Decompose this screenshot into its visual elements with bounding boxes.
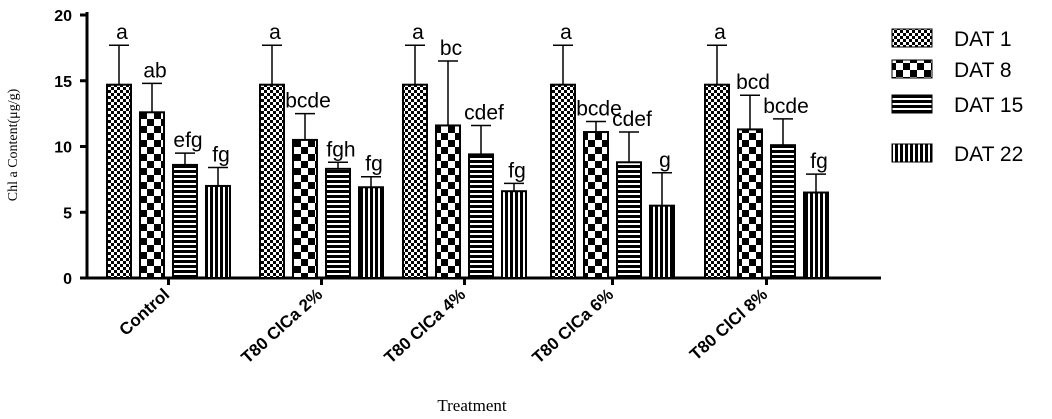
significance-label: bcd [736, 71, 770, 94]
bar-dat-1 [259, 83, 285, 279]
bar-dat-8 [737, 128, 763, 279]
legend-label: DAT 8 [954, 59, 1012, 82]
x-tick-label: Control [116, 285, 174, 340]
legend-swatch [891, 143, 933, 163]
bar-dat-15 [770, 144, 796, 279]
significance-label: ab [143, 59, 166, 82]
significance-label: bc [440, 37, 462, 60]
bar-dat-8 [292, 138, 318, 279]
bar-dat-8 [435, 124, 461, 279]
y-axis-label: Chl a Content(μg/g) [6, 88, 21, 201]
significance-label: a [412, 21, 424, 44]
significance-label: fg [212, 144, 230, 167]
legend-swatch [891, 94, 933, 114]
x-axis-label: Treatment [437, 396, 507, 415]
legend: DAT 1 DAT 8 DAT 15 DAT 22 [891, 28, 1023, 166]
bar-dat-15 [325, 167, 351, 279]
bar-dat-15 [468, 153, 494, 279]
bar-dat-22 [649, 204, 675, 279]
y-axis-ticks: 0 5 10 15 20 [54, 8, 87, 288]
significance-label: a [269, 21, 281, 44]
significance-label: efg [173, 129, 202, 152]
x-tick-label: T80 ClCa 4% [381, 285, 470, 367]
bar-dat-15 [172, 163, 198, 279]
significance-label: bcde [763, 95, 809, 118]
significance-label: a [714, 21, 726, 44]
significance-label: cdef [464, 101, 504, 124]
significance-label: a [116, 21, 128, 44]
x-axis-ticks: Control T80 ClCa 2% T80 ClCa 4% T80 ClCa 6%… [116, 278, 771, 367]
significance-label: fg [365, 153, 383, 176]
legend-label: DAT 22 [954, 143, 1023, 166]
significance-label: bcde [285, 90, 331, 113]
bar-dat-8 [139, 111, 165, 279]
significance-label: bcde [576, 98, 622, 121]
significance-label: fgh [326, 138, 355, 161]
bar-dat-1 [106, 83, 132, 279]
legend-swatch [891, 28, 933, 48]
y-tick-label: 10 [54, 140, 72, 157]
y-tick-label: 5 [63, 205, 72, 222]
bar-dat-22 [803, 191, 829, 279]
significance-label: cdef [612, 108, 652, 131]
x-tick-label: T80 ClCl 8% [686, 285, 771, 364]
bar-dat-15 [616, 161, 642, 279]
significance-label: fg [508, 159, 526, 182]
significance-label: g [659, 149, 671, 172]
legend-swatch [891, 59, 933, 79]
legend-label: DAT 15 [954, 94, 1023, 117]
y-tick-label: 20 [54, 8, 72, 25]
x-tick-label: T80 ClCa 2% [238, 285, 327, 367]
legend-label: DAT 1 [954, 28, 1012, 51]
bar-dat-22 [358, 186, 384, 279]
bar-dat-1 [704, 83, 730, 279]
bar-dat-1 [402, 83, 428, 279]
bar-dat-22 [501, 190, 527, 280]
y-tick-label: 0 [63, 271, 72, 288]
bar-dat-8 [583, 131, 609, 279]
x-tick-label: T80 ClCa 6% [529, 285, 618, 367]
significance-label: a [560, 21, 572, 44]
y-tick-label: 15 [54, 74, 72, 91]
bar-dat-1 [550, 83, 576, 279]
bar-dat-22 [205, 184, 231, 279]
significance-label: fg [810, 150, 828, 173]
